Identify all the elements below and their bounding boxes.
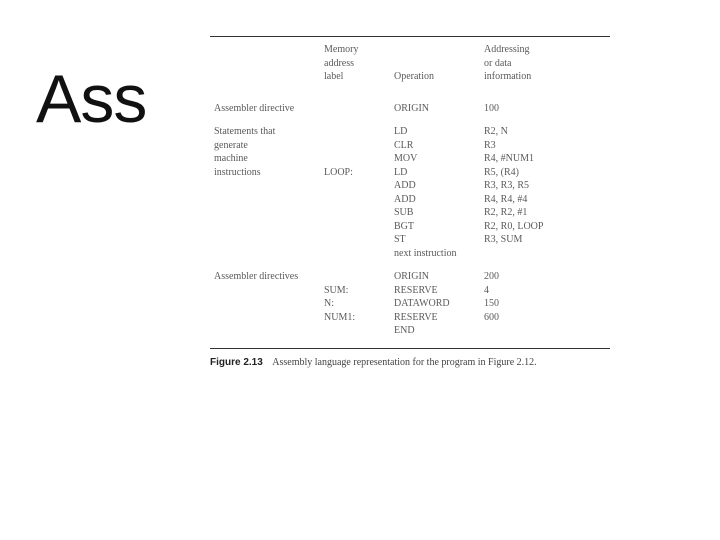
figure-label: Figure 2.13 bbox=[210, 357, 263, 368]
label-cell: NUM1: bbox=[320, 311, 390, 325]
op-cell: BGT bbox=[390, 220, 480, 234]
group-label: instructions bbox=[210, 166, 320, 180]
table-row: SUM: RESERVE 4 bbox=[210, 284, 610, 298]
top-rule bbox=[210, 36, 610, 37]
bottom-rule bbox=[210, 348, 610, 349]
table-row: Statements that LD R2, N bbox=[210, 125, 610, 139]
group-label: Assembler directives bbox=[210, 270, 320, 284]
col-info-header: Addressing or data information bbox=[480, 43, 610, 92]
op-cell: DATAWORD bbox=[390, 297, 480, 311]
op-cell: RESERVE bbox=[390, 284, 480, 298]
op-cell: END bbox=[390, 324, 480, 338]
col-operation-header: Operation bbox=[390, 43, 480, 92]
table-row: NUM1: RESERVE 600 bbox=[210, 311, 610, 325]
figure-caption: Figure 2.13 Assembly language representa… bbox=[210, 357, 610, 368]
info-cell: R3, SUM bbox=[480, 233, 610, 247]
info-cell: R4, R4, #4 bbox=[480, 193, 610, 207]
info-cell: 600 bbox=[480, 311, 610, 325]
group-label: Statements that bbox=[210, 125, 320, 139]
label-cell: LOOP: bbox=[320, 166, 390, 180]
op-cell: ORIGIN bbox=[390, 102, 480, 116]
op-cell: SUB bbox=[390, 206, 480, 220]
table-row: ST R3, SUM bbox=[210, 233, 610, 247]
table-row: ADD R4, R4, #4 bbox=[210, 193, 610, 207]
op-cell: ADD bbox=[390, 193, 480, 207]
table-row: BGT R2, R0, LOOP bbox=[210, 220, 610, 234]
op-cell: LD bbox=[390, 166, 480, 180]
group-label: Assembler directive bbox=[210, 102, 320, 116]
figure-block: Memory address label Operation Addressin… bbox=[210, 36, 610, 368]
op-cell: ADD bbox=[390, 179, 480, 193]
label-cell: N: bbox=[320, 297, 390, 311]
background-title: Ass bbox=[36, 60, 146, 138]
op-cell: LD bbox=[390, 125, 480, 139]
group-label: machine bbox=[210, 152, 320, 166]
table-head: Memory address label Operation Addressin… bbox=[210, 43, 610, 92]
assembly-table: Memory address label Operation Addressin… bbox=[210, 43, 610, 338]
table-row: SUB R2, R2, #1 bbox=[210, 206, 610, 220]
table-row: Assembler directives ORIGIN 200 bbox=[210, 270, 610, 284]
figure-caption-text: Assembly language representation for the… bbox=[272, 357, 536, 368]
op-cell: CLR bbox=[390, 139, 480, 153]
info-cell: 4 bbox=[480, 284, 610, 298]
info-cell: R2, R2, #1 bbox=[480, 206, 610, 220]
col-memory-header: Memory address label bbox=[320, 43, 390, 92]
table-row: machine MOV R4, #NUM1 bbox=[210, 152, 610, 166]
table-row: Assembler directive ORIGIN 100 bbox=[210, 102, 610, 116]
col-group-header bbox=[210, 43, 320, 92]
op-cell: MOV bbox=[390, 152, 480, 166]
info-cell: 200 bbox=[480, 270, 610, 284]
info-cell: R2, R0, LOOP bbox=[480, 220, 610, 234]
info-cell: 150 bbox=[480, 297, 610, 311]
table-row: next instruction bbox=[210, 247, 610, 261]
op-cell: ST bbox=[390, 233, 480, 247]
table-row: ADD R3, R3, R5 bbox=[210, 179, 610, 193]
table-row: N: DATAWORD 150 bbox=[210, 297, 610, 311]
op-cell: next instruction bbox=[390, 247, 480, 261]
info-cell: R2, N bbox=[480, 125, 610, 139]
info-cell: R3, R3, R5 bbox=[480, 179, 610, 193]
table-row: instructions LOOP: LD R5, (R4) bbox=[210, 166, 610, 180]
table-row: END bbox=[210, 324, 610, 338]
op-cell: RESERVE bbox=[390, 311, 480, 325]
info-cell: R3 bbox=[480, 139, 610, 153]
group-label: generate bbox=[210, 139, 320, 153]
label-cell: SUM: bbox=[320, 284, 390, 298]
info-cell: 100 bbox=[480, 102, 610, 116]
info-cell: R4, #NUM1 bbox=[480, 152, 610, 166]
info-cell: R5, (R4) bbox=[480, 166, 610, 180]
table-row: generate CLR R3 bbox=[210, 139, 610, 153]
op-cell: ORIGIN bbox=[390, 270, 480, 284]
